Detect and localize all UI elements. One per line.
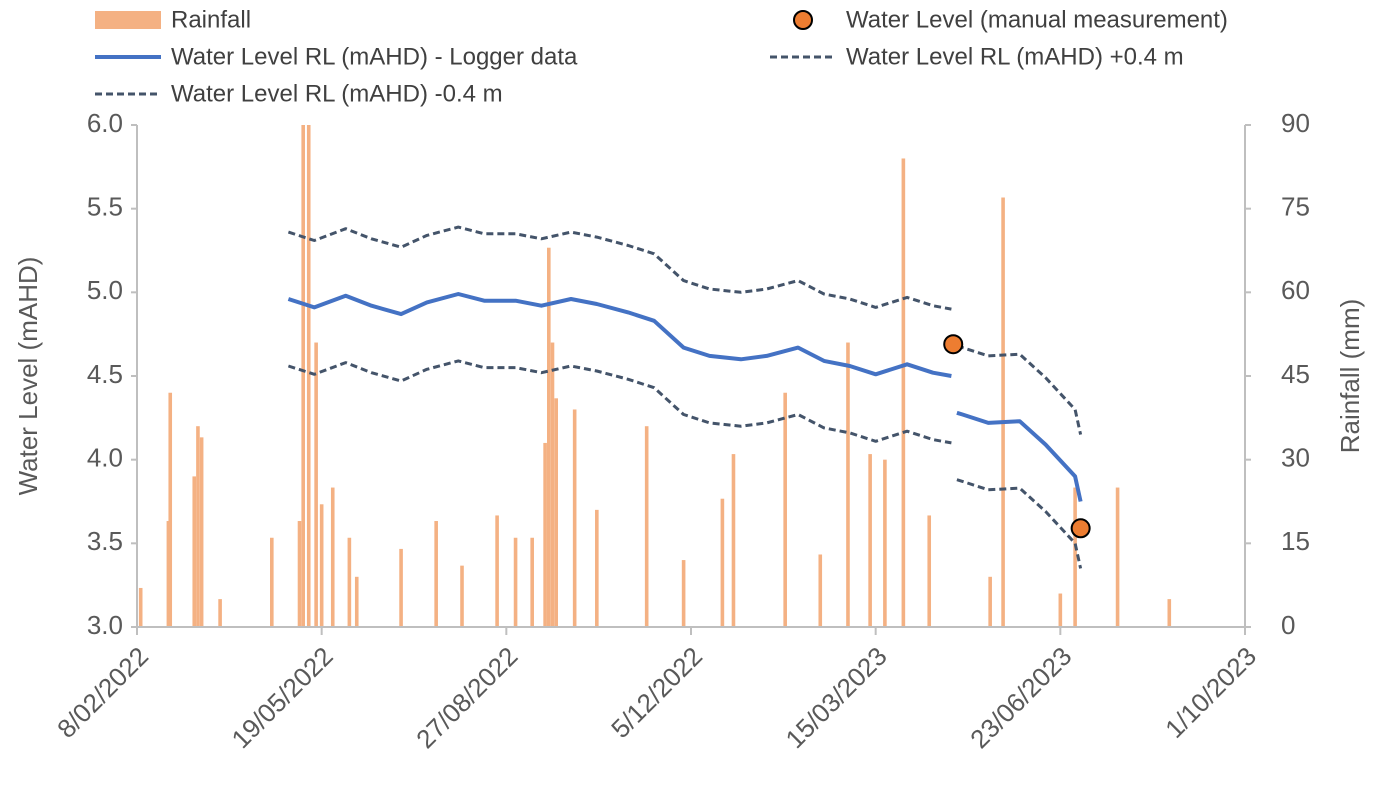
x-tick-label: 8/02/2022 [51,641,154,744]
y-tick-label: 5.5 [87,192,123,222]
legend-swatch [95,11,161,29]
rain-bar [314,342,318,627]
rain-bar [988,576,992,627]
plot-area [138,125,1172,627]
rain-bar [495,515,499,627]
rain-bar [399,548,403,627]
y-tick-label: 3.5 [87,526,123,556]
x-tick-label: 1/10/2023 [1159,641,1262,744]
y-axis-title: Water Level (mAHD) [13,257,43,496]
y2-tick-label: 60 [1281,275,1310,305]
manual-point [1070,518,1091,539]
x-tick-label: 19/05/2022 [226,641,339,754]
y-tick-label: 4.5 [87,359,123,389]
y-tick-label: 4.0 [87,443,123,473]
rain-bar [550,342,555,627]
rain-bar [543,442,547,627]
rain-bar [731,454,736,627]
legend-swatch [793,10,813,30]
y2-tick-label: 30 [1281,443,1310,473]
logger-line [287,292,1083,502]
rain-bar [513,537,518,627]
dashed-line [287,225,1083,435]
rain-bar [138,587,143,627]
legend-label: Water Level RL (mAHD) - Logger data [171,43,578,70]
rain-bar [306,125,311,627]
dashed-line [287,359,1083,569]
rain-bar [347,537,352,627]
rain-bar [1073,487,1077,627]
rain-bar [883,459,887,627]
y-tick-label: 5.0 [87,275,123,305]
rain-bar [547,247,551,627]
rain-bar [330,487,335,627]
rain-bar [554,398,558,627]
y-tick-label: 3.0 [87,610,123,640]
legend-label: Rainfall [171,6,251,33]
rain-bar [460,565,464,627]
y2-tick-label: 90 [1281,108,1310,138]
rain-bar [1001,197,1005,627]
rain-bar [297,521,302,627]
y2-tick-label: 45 [1281,359,1310,389]
rain-bar [644,426,649,627]
y2-tick-label: 0 [1281,610,1295,640]
y2-tick-label: 75 [1281,192,1310,222]
rain-bar [530,537,534,627]
rain-bar [868,454,872,627]
rain-bar [595,509,599,627]
x-tick-label: 15/03/2023 [780,641,893,754]
x-tick-label: 27/08/2022 [410,641,523,754]
rain-bar [783,392,787,627]
legend-label: Water Level RL (mAHD) +0.4 m [846,43,1184,70]
y2-axis-title: Rainfall (mm) [1335,299,1365,454]
legend-label: Water Level RL (mAHD) -0.4 m [171,80,503,107]
rain-bar [199,437,204,627]
rain-bar [1167,599,1172,627]
rain-bar [1115,487,1120,627]
rain-bar [192,476,197,627]
rain-bar [301,125,305,627]
rain-bar [572,409,577,627]
rain-bar [901,158,906,627]
rain-bar [720,498,725,627]
y2-tick-label: 15 [1281,526,1310,556]
rain-bar [166,521,171,627]
manual-point [943,334,964,355]
x-tick-label: 5/12/2022 [605,641,708,744]
rain-bar [218,599,222,627]
rain-bar [354,576,359,627]
x-tick-label: 23/06/2023 [964,641,1077,754]
y-tick-label: 6.0 [87,108,123,138]
rain-bar [818,554,823,627]
rain-bar [1058,593,1063,627]
rain-bar [168,392,173,627]
rain-bar [681,560,686,627]
rain-bar [434,521,438,627]
rain-bar [196,426,200,627]
rain-bar [846,342,850,627]
rain-bar [927,515,932,627]
legend-label: Water Level (manual measurement) [846,6,1228,33]
rain-bar [319,504,324,627]
rain-bar [270,537,274,627]
